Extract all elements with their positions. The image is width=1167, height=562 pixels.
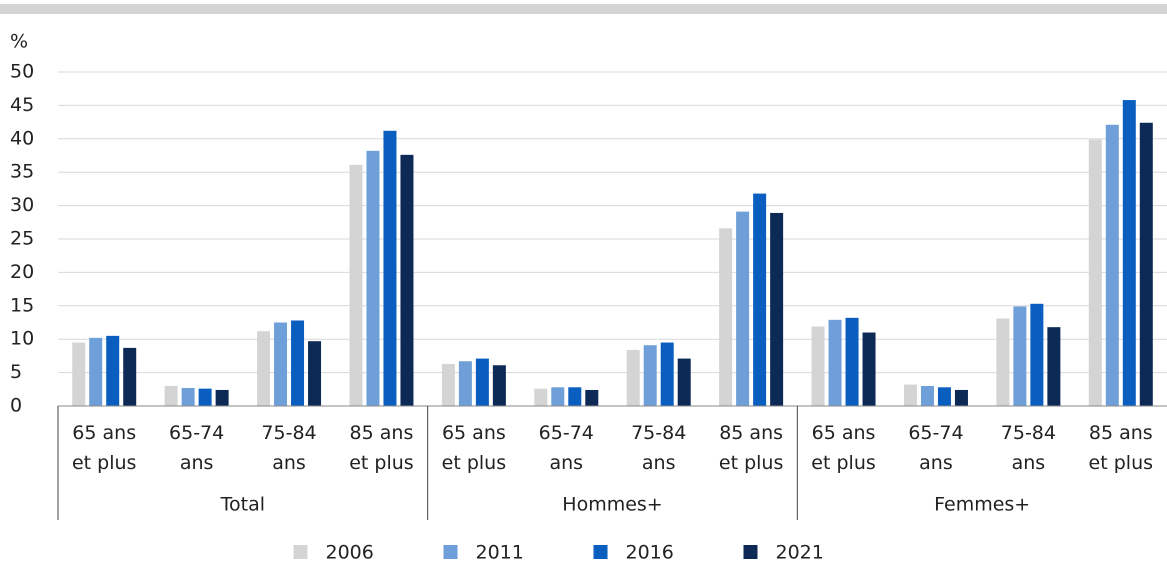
bar: [753, 193, 767, 406]
bar: [1088, 139, 1102, 406]
bar: [862, 332, 876, 406]
bar: [568, 387, 582, 406]
bar: [643, 345, 657, 406]
y-tick-label: 30: [10, 194, 34, 216]
bar: [828, 319, 842, 406]
bar: [551, 387, 565, 406]
bar: [349, 164, 363, 406]
x-tick-label: 75-84 ans: [261, 422, 317, 474]
legend-swatch: [293, 545, 308, 559]
x-tick-label: 65-74 ans: [169, 422, 225, 474]
bar: [215, 389, 229, 406]
bar: [308, 341, 322, 406]
bar: [996, 318, 1010, 406]
x-tick-label: 65-74 ans: [538, 422, 594, 474]
bar: [106, 335, 120, 406]
bar: [1013, 306, 1027, 406]
bar: [123, 347, 137, 406]
bar: [770, 212, 784, 406]
bar: [492, 365, 506, 406]
legend-swatch: [443, 545, 458, 559]
x-tick-label: 65 ans et plus: [441, 422, 507, 474]
bar: [626, 349, 640, 406]
bar: [585, 389, 599, 406]
bar: [198, 388, 212, 406]
top-band: [0, 4, 1167, 14]
bar: [719, 228, 733, 406]
legend-label: 2006: [326, 542, 374, 562]
bar: [366, 150, 380, 406]
x-tick-label: 65 ans et plus: [71, 422, 137, 474]
x-tick-label: 75-84 ans: [631, 422, 687, 474]
legend-swatch: [593, 545, 608, 559]
bar: [534, 388, 548, 406]
x-tick-label: 85 ans et plus: [349, 422, 414, 474]
group-label: Hommes+: [562, 494, 662, 516]
bar: [164, 385, 178, 406]
bar: [677, 358, 691, 406]
bar: [383, 130, 397, 406]
y-unit: %: [10, 31, 28, 53]
y-tick-label: 25: [10, 228, 34, 250]
bar: [400, 154, 414, 406]
x-tick-label: 65-74 ans: [908, 422, 964, 474]
legend-label: 2011: [476, 542, 524, 562]
bar: [89, 337, 103, 406]
y-tick-label: 35: [10, 161, 34, 183]
group-label: Total: [220, 494, 265, 516]
bar: [954, 389, 968, 406]
x-tick-label: 85 ans et plus: [1088, 422, 1154, 474]
bar: [811, 326, 825, 406]
group-label: Femmes+: [934, 494, 1030, 516]
y-tick-label: 50: [10, 61, 34, 83]
bar: [1139, 122, 1153, 406]
bar: [1030, 303, 1044, 406]
bar: [441, 363, 455, 406]
bar: [845, 317, 859, 406]
bar: [274, 322, 288, 406]
bar: [181, 387, 195, 406]
bar: [660, 342, 674, 406]
bar: [920, 385, 934, 406]
y-tick-label: 40: [10, 127, 34, 149]
y-tick-label: 15: [10, 294, 34, 316]
y-tick-label: 45: [10, 94, 34, 116]
bar: [937, 387, 951, 406]
bar: [736, 211, 750, 406]
bar: [257, 331, 271, 406]
x-tick-label: 65 ans et plus: [811, 422, 876, 474]
bar: [475, 358, 489, 406]
legend-label: 2016: [626, 542, 674, 562]
legend-swatch: [743, 545, 758, 559]
bar: [903, 384, 917, 406]
y-tick-label: 0: [10, 395, 22, 417]
y-tick-label: 20: [10, 261, 34, 283]
legend-label: 2021: [776, 542, 824, 562]
bar: [1105, 124, 1119, 406]
x-tick-label: 85 ans et plus: [718, 422, 784, 474]
x-tick-label: 75-84 ans: [1000, 422, 1056, 474]
bar: [458, 361, 472, 406]
bar: [72, 342, 86, 406]
y-tick-label: 10: [10, 328, 34, 350]
bar: [1122, 100, 1136, 406]
bar: [291, 320, 305, 406]
y-tick-label: 5: [10, 361, 22, 383]
bar: [1047, 327, 1061, 406]
